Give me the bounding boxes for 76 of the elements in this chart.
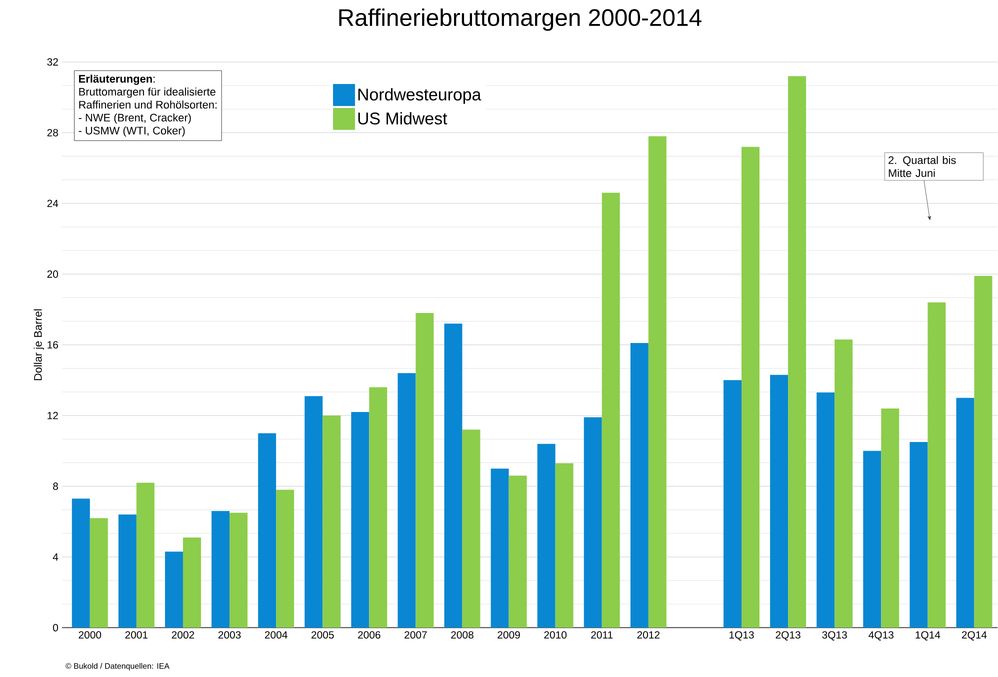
bar: [276, 490, 294, 628]
x-tick-label: 2010: [544, 631, 567, 639]
bar: [508, 476, 527, 628]
x-tick-label: 2012: [637, 631, 660, 639]
x-tick-label: 1Q14: [916, 631, 940, 641]
x-tick-label: 2008: [451, 631, 474, 639]
bar: [182, 538, 201, 628]
bar: [72, 498, 90, 628]
x-tick-label: 2011: [591, 631, 613, 639]
bar: [816, 392, 835, 628]
x-tick-label: 2006: [358, 631, 380, 639]
bar: [322, 416, 341, 628]
legend-label: US Midwest: [358, 112, 448, 125]
bar: [136, 482, 154, 628]
x-tick-label: 2004: [264, 631, 288, 639]
bar: [863, 451, 882, 628]
bar: [834, 340, 853, 628]
bar: [881, 408, 900, 628]
x-tick-label: 2Q14: [962, 631, 987, 641]
y-tick-label: 32: [47, 58, 58, 66]
bar: [369, 387, 388, 628]
bar: [164, 552, 183, 628]
annotation: Raffinerien und Rohölsorten:: [79, 100, 217, 109]
x-tick-label: 2Q13: [776, 631, 800, 641]
bar: [212, 511, 230, 628]
bar: [584, 417, 602, 628]
x-tick-label: 2002: [172, 631, 194, 639]
x-tick-label: 2009: [498, 631, 520, 639]
x-tick-label: 3Q13: [822, 631, 847, 641]
x-tick-label: 2000: [78, 631, 102, 639]
bar: [956, 398, 974, 628]
legend-label: Nordwesteuropa: [358, 88, 482, 104]
y-tick-label: 12: [48, 412, 58, 420]
x-tick-label: 1Q13: [730, 631, 754, 641]
y-tick-label: 24: [47, 200, 58, 208]
bar: [910, 442, 928, 628]
x-tick-label: 2007: [404, 631, 427, 639]
bar: [462, 430, 480, 628]
bar: [118, 514, 136, 628]
annotation: Bruttomargen für idealisierte: [79, 88, 216, 98]
x-tick-label: 4Q13: [868, 631, 894, 641]
x-tick-label: 2005: [312, 631, 334, 639]
bar: [90, 518, 108, 628]
bar: [444, 324, 462, 628]
bar: [788, 76, 806, 628]
y-tick-label: 8: [53, 482, 58, 490]
bar: [351, 412, 370, 628]
x-tick-label: 2001: [125, 631, 148, 639]
y-tick-label: 4: [52, 554, 58, 561]
annotation: Erläuterungen:: [79, 74, 155, 86]
bar: [490, 468, 509, 628]
annotation: - USMW (WTI, Coker): [78, 126, 185, 137]
bar: [630, 343, 648, 628]
bar: [258, 433, 276, 628]
y-tick-label: 0: [53, 624, 58, 632]
annotation: 2. Quartal bis Mitte Juni: [888, 156, 956, 178]
bar: [724, 380, 742, 628]
bar: [416, 313, 434, 628]
y-axis-title: Dollar je Barrel: [34, 310, 44, 380]
x-tick-label: 2003: [218, 631, 241, 639]
bar: [770, 375, 788, 628]
bar: [742, 146, 760, 628]
bar: [230, 512, 248, 628]
bar: [555, 463, 574, 628]
y-tick-label: 28: [47, 129, 58, 137]
y-tick-label: 20: [47, 270, 58, 278]
bar: [648, 136, 666, 628]
y-tick-label: 16: [48, 341, 58, 349]
bar: [928, 302, 946, 628]
bar: [602, 192, 620, 628]
bar: [537, 444, 556, 628]
chart-title: Raffineriebruttomargen 2000-2014: [339, 8, 702, 31]
bar: [974, 276, 992, 628]
bar: [304, 396, 323, 628]
annotation: - NWE (Brent, Cracker): [78, 114, 191, 124]
bar: [398, 373, 416, 628]
